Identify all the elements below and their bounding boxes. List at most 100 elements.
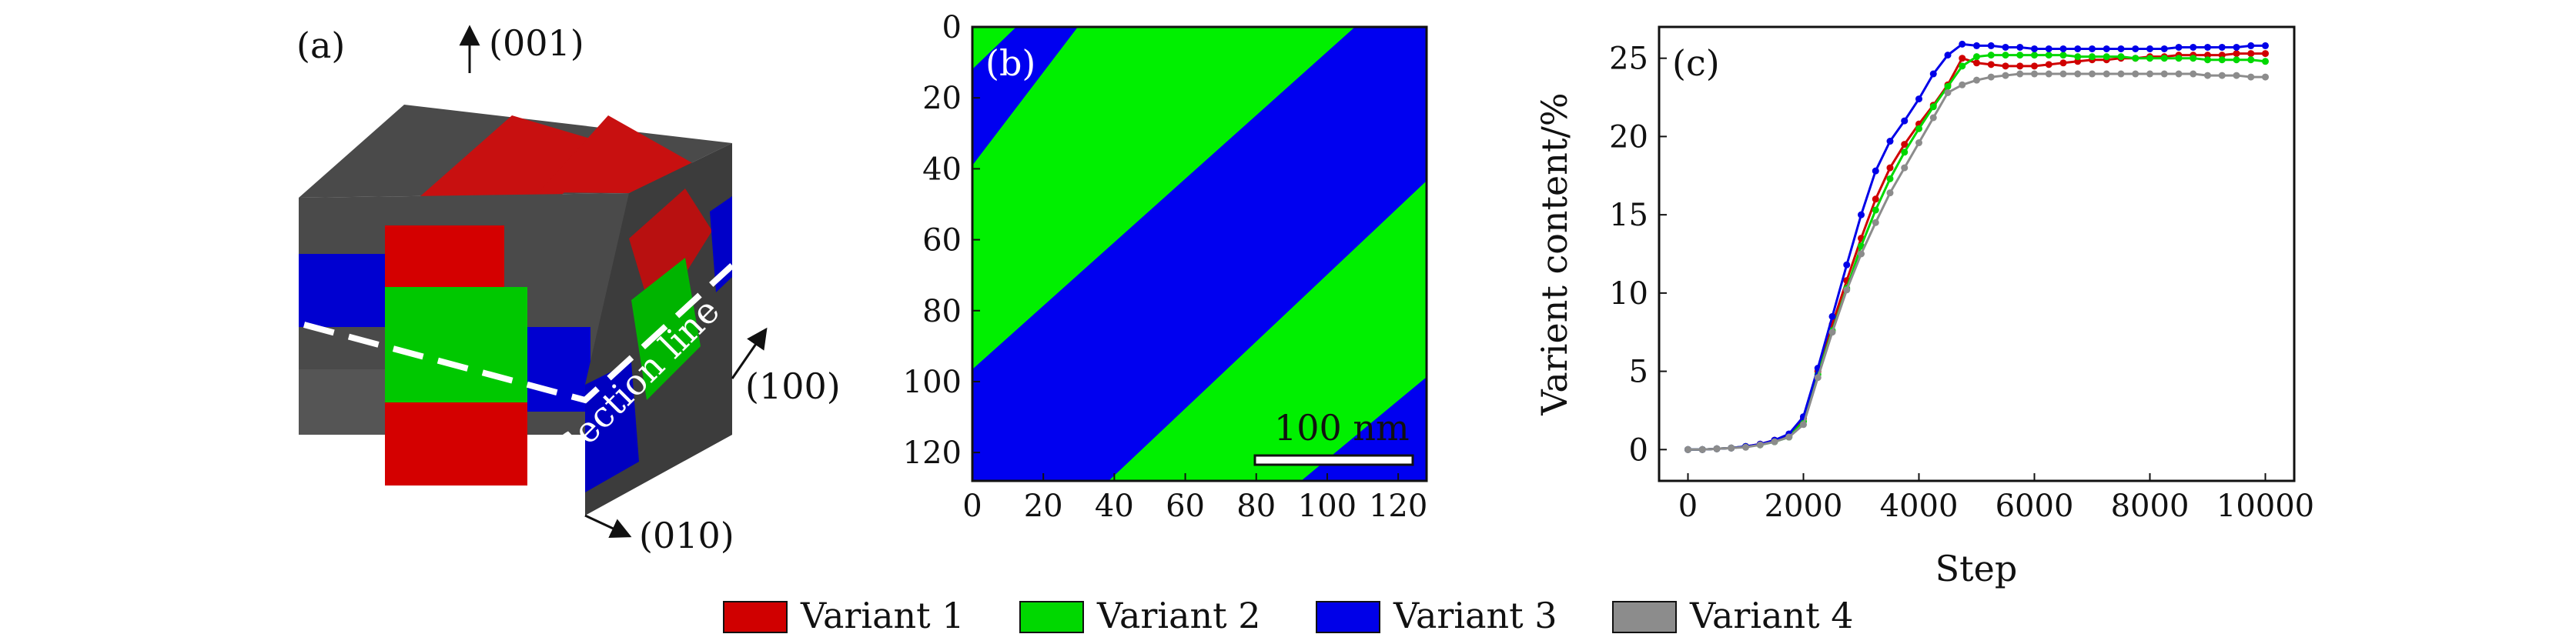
series-line-1 <box>1688 52 2266 451</box>
panel-b-x-tick-label: 60 <box>1166 489 1205 524</box>
axis-100-arrow <box>731 327 768 379</box>
top-red-stripe-2 <box>539 115 697 193</box>
panel-b-map: (b) 100 nm 0 20 40 60 80 100 120 0 20 40 60 80 100 1… <box>903 10 1428 524</box>
series-4-point <box>1973 76 1980 84</box>
panel-b-label: (b) <box>985 42 1035 84</box>
series-2-point <box>2002 52 2009 59</box>
series-4-point <box>1915 139 1922 147</box>
series-2-point <box>2117 53 2125 61</box>
series-line-4 <box>1688 72 2266 451</box>
series-4-point <box>1872 219 1879 226</box>
series-4-point <box>2103 70 2110 78</box>
panel-c-x-tick-label: 10000 <box>2216 489 2314 524</box>
series-3-point <box>2218 43 2226 51</box>
series-4-point <box>2031 70 2038 78</box>
series-3-point <box>2175 43 2183 51</box>
series-3-point <box>2132 45 2139 52</box>
panel-c-chart: (c) 0 2000 4000 6000 8000 10000 0 5 10 15 20 25 St… <box>1534 25 2314 589</box>
panel-c-x-tick-label: 2000 <box>1765 489 1843 524</box>
series-4-point <box>1987 73 1995 81</box>
series-3-point <box>2089 45 2096 52</box>
series-4-point <box>2002 72 2009 79</box>
panel-c-x-tick-label: 8000 <box>2111 489 2190 524</box>
panel-c-y-ticks: 0 5 10 15 20 25 <box>1609 42 1667 468</box>
panel-b-frame <box>971 25 1428 482</box>
panel-b-x-tick-label: 100 <box>1298 489 1357 524</box>
series-2-point <box>2045 52 2052 59</box>
series-3-point <box>1886 138 1894 145</box>
axis-100-label: (100) <box>745 365 841 407</box>
panel-c-label: (c) <box>1672 42 1720 84</box>
series-4-point <box>1886 189 1894 197</box>
series-4-point <box>1698 445 1706 453</box>
right-blue-stripe-2 <box>585 362 639 492</box>
series-4-point <box>2233 72 2240 79</box>
panel-c-y-tick-label: 10 <box>1609 276 1648 312</box>
series-2-point <box>2218 56 2226 64</box>
series-2-point <box>2175 55 2183 62</box>
series-2-point <box>1987 52 1995 59</box>
series-4-point <box>1684 445 1691 453</box>
series-3-point <box>2146 45 2153 52</box>
series-4-point <box>2204 72 2211 79</box>
series-1-point <box>2247 50 2255 58</box>
axis-010-arrow <box>584 514 632 538</box>
legend-swatch-variant-3 <box>1316 601 1380 633</box>
panel-b-x-tick-label: 40 <box>1095 489 1134 524</box>
panel-c-y-tick-label: 15 <box>1609 198 1648 233</box>
series-2-point <box>1872 206 1879 214</box>
series-1-point <box>2031 62 2038 70</box>
panel-c-y-tick-label: 5 <box>1629 355 1648 390</box>
series-4-point <box>2045 70 2052 78</box>
series-4-point <box>2146 70 2153 78</box>
series-3-point <box>1843 261 1851 269</box>
series-3-point <box>1973 42 1980 49</box>
series-4-point <box>1756 441 1764 449</box>
series-4-point <box>1944 88 1952 96</box>
green-band-3 <box>972 27 1016 69</box>
legend-label-variant-4: Variant 4 <box>1689 595 1854 636</box>
series-3-point <box>2262 42 2269 49</box>
series-4-point <box>1901 164 1909 172</box>
series-1-point <box>1959 55 1966 62</box>
series-2-point <box>1929 103 1937 111</box>
series-1-point <box>1886 164 1894 172</box>
section-line <box>303 263 734 404</box>
series-3-point <box>2045 45 2052 52</box>
series-1-point <box>2262 50 2269 58</box>
series-3-point <box>2074 45 2082 52</box>
series-3-point <box>2233 43 2240 51</box>
series-2-point <box>1959 62 1966 70</box>
series-3-point <box>1901 117 1909 125</box>
panel-b-y-tick-label: 120 <box>903 435 962 471</box>
series-3-point <box>2204 43 2211 51</box>
axis-010-label: (010) <box>639 515 734 556</box>
panel-c-x-ticks: 0 2000 4000 6000 8000 10000 <box>1678 473 2314 524</box>
series-2-point <box>1944 82 1952 90</box>
series-3-point <box>1828 312 1836 320</box>
legend-label-variant-1: Variant 1 <box>800 595 965 636</box>
series-3-point <box>1959 40 1966 48</box>
series-4-point <box>1828 329 1836 336</box>
series-2-point <box>2089 53 2096 61</box>
series-1-point <box>2016 62 2024 70</box>
series-4-point <box>2247 73 2255 81</box>
series-3-point <box>1858 211 1865 219</box>
series-2-point <box>2204 56 2211 64</box>
series-4-point <box>2262 73 2269 81</box>
legend-swatch-variant-2 <box>1019 601 1084 633</box>
green-band-1 <box>972 27 1355 369</box>
series-2-point <box>2132 55 2139 62</box>
panel-a-cube: (a) (001) (100) (010) Section line <box>296 22 841 556</box>
series-line-2 <box>1688 54 2266 451</box>
series-2-point <box>2146 55 2153 62</box>
scale-bar <box>1253 454 1414 466</box>
series-3-point <box>2117 45 2125 52</box>
series-2-point <box>2233 56 2240 64</box>
series-3-point <box>1987 42 1995 49</box>
series-1-point <box>2045 61 2052 68</box>
green-band-2 <box>1109 181 1427 481</box>
series-1-point <box>2233 50 2240 58</box>
series-2-point <box>2160 55 2168 62</box>
series-4-point <box>1959 81 1966 88</box>
